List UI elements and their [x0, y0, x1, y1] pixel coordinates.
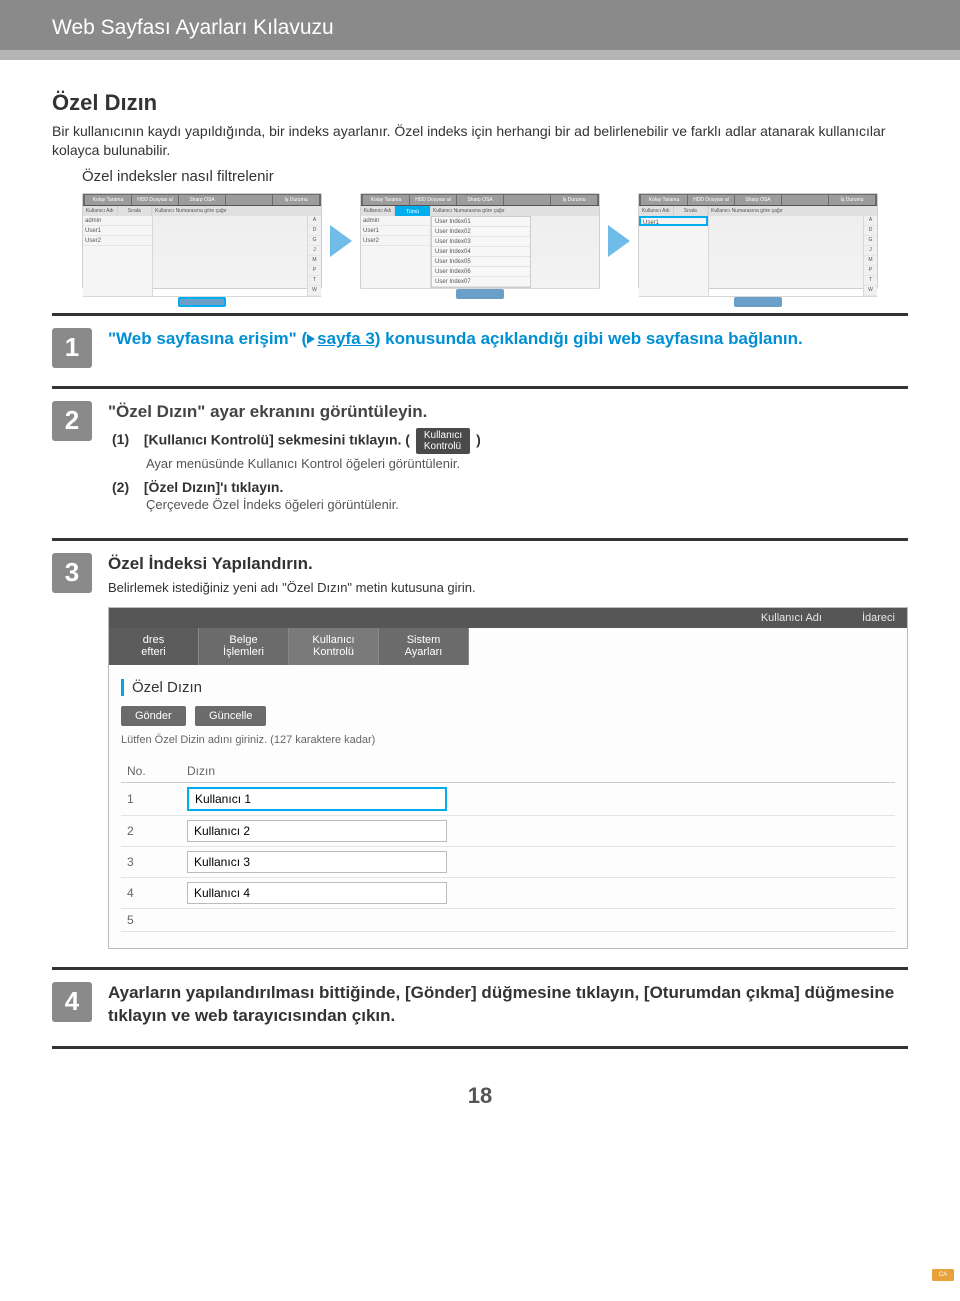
index-popup: User Index01 User Index02 User Index03 U…	[431, 216, 531, 288]
intro-paragraph: Bir kullanıcının kaydı yapıldığında, bir…	[52, 122, 908, 160]
step-2-title: "Özel Dızın" ayar ekranını görüntüleyin.	[108, 401, 908, 424]
step-number: 4	[52, 982, 92, 1022]
step-1-title: "Web sayfasına erişim" (sayfa 3) konusun…	[108, 328, 908, 351]
step-1: 1 "Web sayfasına erişim" (sayfa 3) konus…	[52, 313, 908, 368]
table-row: 3	[121, 846, 895, 877]
tab-doc-ops[interactable]: Belgeİşlemleri	[199, 628, 289, 665]
filter-thumb-2: Kolay Tarama HDD Dosyası al Sharp OSA İş…	[360, 193, 600, 289]
table-row: 1	[121, 782, 895, 815]
subheading: Özel indeksler nasıl filtrelenir	[82, 168, 908, 185]
tab-system-settings[interactable]: SistemAyarları	[379, 628, 469, 665]
tab-user-control[interactable]: KullanıcıKontrolü	[289, 628, 379, 665]
dizin-input-3[interactable]	[187, 851, 447, 873]
config-panel: Kullanıcı Adı İdareci dresefteri Belgeİş…	[108, 607, 908, 949]
update-button[interactable]: Güncelle	[195, 706, 266, 726]
step-number: 1	[52, 328, 92, 368]
table-row: 5	[121, 908, 895, 931]
cfg-page-title: Özel Dızın	[121, 679, 895, 696]
doc-header: Web Sayfası Ayarları Kılavuzu	[0, 0, 960, 50]
cfg-hint: Lütfen Özel Dizin adını giriniz. (127 ka…	[121, 734, 895, 746]
cfg-topbar: Kullanıcı Adı İdareci	[109, 608, 907, 628]
thumbnail-row: Kolay Tarama HDD Dosyası al Sharp OSA İş…	[82, 193, 908, 289]
tumu-button-hl	[178, 297, 226, 307]
arrow-icon	[330, 225, 352, 257]
page-number: 18	[52, 1083, 908, 1109]
table-row: 4	[121, 877, 895, 908]
step-number: 3	[52, 553, 92, 593]
arrow-icon	[608, 225, 630, 257]
ca-badge: CA	[932, 1269, 954, 1281]
step-3: 3 Özel İndeksi Yapılandırın. Belirlemek …	[52, 538, 908, 949]
filter-thumb-1: Kolay Tarama HDD Dosyası al Sharp OSA İş…	[82, 193, 322, 289]
doc-header-title: Web Sayfası Ayarları Kılavuzu	[52, 16, 334, 39]
step-2: 2 "Özel Dızın" ayar ekranını görüntüleyi…	[52, 386, 908, 520]
doc-header-subband	[0, 50, 960, 60]
step-4: 4 Ayarların yapılandırılması bittiğinde,…	[52, 967, 908, 1049]
step-4-text: Ayarların yapılandırılması bittiğinde, […	[108, 982, 908, 1028]
dizin-input-4[interactable]	[187, 882, 447, 904]
submit-button[interactable]: Gönder	[121, 706, 186, 726]
section-title: Özel Dızın	[52, 90, 908, 116]
table-row: 2	[121, 815, 895, 846]
dizin-input-1[interactable]	[187, 787, 447, 811]
tab-address-book[interactable]: dresefteri	[109, 628, 199, 665]
tab-chip: KullanıcıKontrolü	[416, 428, 470, 454]
filter-thumb-3: Kolay Tarama HDD Dosyası al Sharp OSA İş…	[638, 193, 878, 289]
dizin-input-2[interactable]	[187, 820, 447, 842]
cfg-tabs: dresefteri Belgeİşlemleri KullanıcıKontr…	[109, 628, 907, 665]
index-table: No.Dızın 1 2 3 4 5	[121, 760, 895, 932]
step-number: 2	[52, 401, 92, 441]
step-3-title: Özel İndeksi Yapılandırın.	[108, 553, 908, 576]
link-triangle-icon	[307, 334, 315, 344]
content-area: Özel Dızın Bir kullanıcının kaydı yapıld…	[0, 60, 960, 1169]
page-link[interactable]: sayfa 3	[317, 329, 375, 348]
